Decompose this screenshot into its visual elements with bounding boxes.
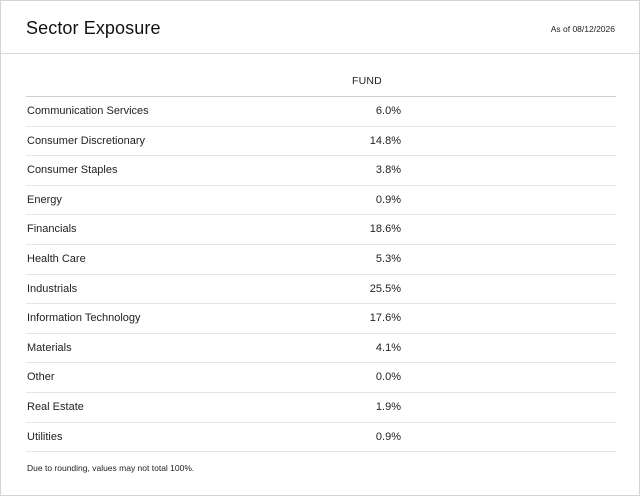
table-row: Health Care 5.3% <box>26 245 616 275</box>
fund-weight: 0.0% <box>375 371 401 384</box>
sector-name: Industrials <box>27 282 78 295</box>
table-row: Other 0.0% <box>26 363 616 393</box>
sector-name: Health Care <box>27 252 86 265</box>
table-header: FUND <box>26 65 616 97</box>
sector-name: Other <box>27 371 55 384</box>
table-row: Financials 18.6% <box>26 215 616 245</box>
table-row: Energy 0.9% <box>26 186 616 216</box>
fund-weight: 14.8% <box>369 134 401 147</box>
fund-weight: 17.6% <box>369 312 401 325</box>
table-body: Communication Services 6.0% Consumer Discr… <box>26 97 616 453</box>
table-row: Utilities 0.9% <box>26 423 616 453</box>
sector-name: Communication Services <box>27 105 149 117</box>
fund-weight: 0.9% <box>375 193 401 206</box>
table-row: Real Estate 1.9% <box>26 393 616 423</box>
fund-weight: 18.6% <box>369 223 401 236</box>
sector-name: Real Estate <box>27 400 84 413</box>
sector-name: Energy <box>27 193 62 206</box>
table-row: Information Technology 17.6% <box>26 304 616 334</box>
table-row: Consumer Discretionary 14.8% <box>26 127 616 157</box>
fund-weight: 6.0% <box>375 105 401 117</box>
fund-weight: 5.3% <box>375 252 401 265</box>
panel-title: Sector Exposure <box>26 18 161 38</box>
rounding-footnote: Due to rounding, values may not total 10… <box>27 463 195 473</box>
sector-table: FUND Communication Services 6.0% Consumer … <box>26 65 616 453</box>
panel-header: Sector Exposure As of 08/12/2026 <box>1 1 639 54</box>
sector-name: Financials <box>27 223 77 236</box>
table-row: Communication Services 6.0% <box>26 97 616 127</box>
fund-column-header: FUND <box>352 75 382 87</box>
as-of-date: As of 08/12/2026 <box>550 24 615 34</box>
sector-name: Materials <box>27 341 72 354</box>
fund-weight: 0.9% <box>375 430 401 443</box>
fund-weight: 3.8% <box>375 164 401 177</box>
fund-weight: 4.1% <box>375 341 401 354</box>
table-row: Industrials 25.5% <box>26 275 616 305</box>
table-row: Consumer Staples 3.8% <box>26 156 616 186</box>
sector-name: Consumer Staples <box>27 164 118 177</box>
table-row: Materials 4.1% <box>26 334 616 364</box>
fund-weight: 25.5% <box>369 282 401 295</box>
sector-name: Utilities <box>27 430 63 443</box>
sector-name: Consumer Discretionary <box>27 134 145 147</box>
fund-weight: 1.9% <box>375 400 401 413</box>
sector-name: Information Technology <box>27 312 141 325</box>
